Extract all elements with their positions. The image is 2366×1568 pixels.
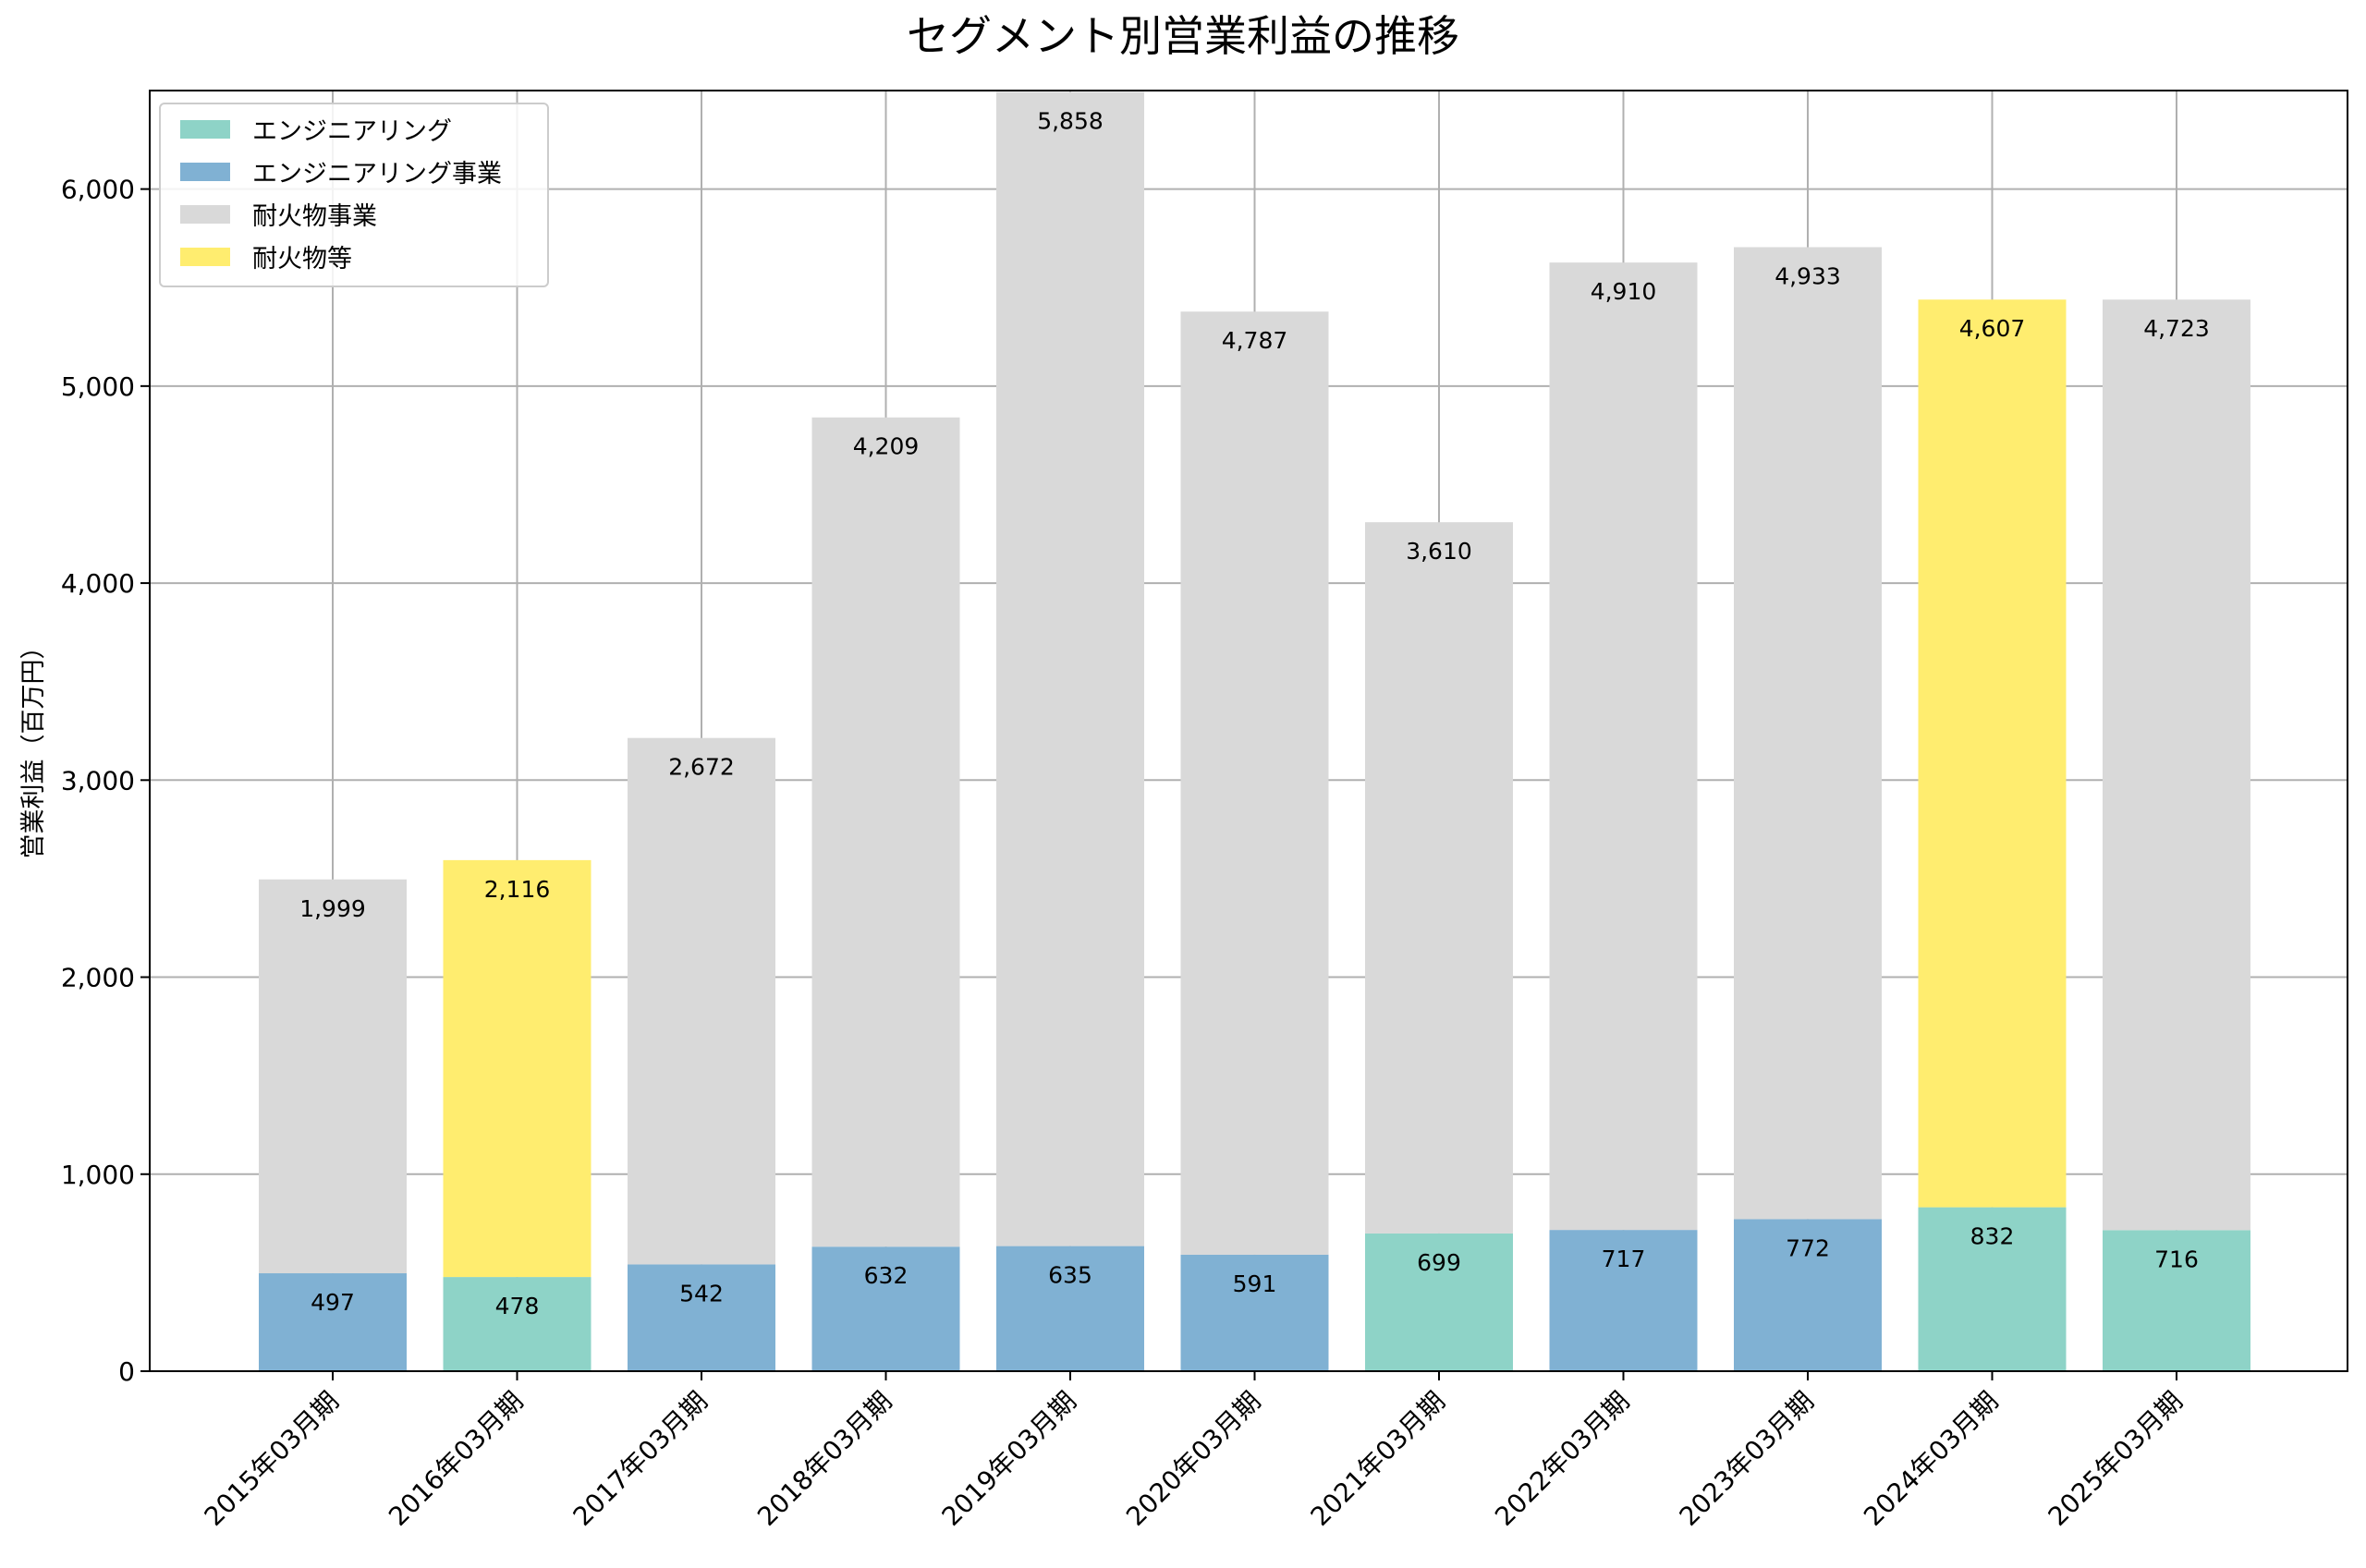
x-tick-label: 2018年03月期 <box>751 1386 897 1532</box>
data-label: 4,607 <box>1959 315 2026 342</box>
data-label: 2,672 <box>668 754 735 781</box>
data-label: 497 <box>311 1289 355 1316</box>
x-tick-label: 2021年03月期 <box>1305 1386 1451 1532</box>
bar-segment <box>259 879 407 1274</box>
legend-swatch <box>180 205 230 224</box>
x-axis-ticks: 2015年03月期 2016年03月期 2017年03月期 2018年03月期 2019… <box>199 1371 2189 1532</box>
y-tick-label: 1,000 <box>61 1160 135 1190</box>
data-label: 4,723 <box>2143 315 2210 342</box>
data-label: 478 <box>495 1293 540 1319</box>
bar-segment <box>259 1273 407 1371</box>
bar-segment <box>1180 311 1329 1255</box>
data-label: 4,933 <box>1774 263 1841 290</box>
x-tick-label: 2020年03月期 <box>1120 1386 1266 1532</box>
data-label: 772 <box>1786 1234 1830 1261</box>
data-label: 4,787 <box>1222 327 1288 354</box>
data-label: 2,116 <box>484 876 551 903</box>
data-label: 591 <box>1233 1270 1277 1297</box>
y-axis-ticks: 0 1,000 2,000 3,000 4,000 5,000 6,000 <box>61 175 150 1387</box>
data-label: 632 <box>864 1262 909 1289</box>
x-tick-label: 2024年03月期 <box>1858 1386 2004 1532</box>
bar-segment <box>1549 1230 1698 1371</box>
y-tick-label: 3,000 <box>61 765 135 796</box>
y-axis-label: 営業利益（百万円） <box>19 635 48 859</box>
x-tick-label: 2017年03月期 <box>567 1386 713 1532</box>
legend-swatch <box>180 120 230 139</box>
x-tick-label: 2025年03月期 <box>2043 1386 2189 1532</box>
bar-segment <box>1734 1219 1882 1371</box>
x-tick-label: 2023年03月期 <box>1674 1386 1820 1532</box>
data-label: 717 <box>1602 1246 1646 1272</box>
bar-segment <box>628 1264 775 1371</box>
bar-segment <box>1365 522 1513 1234</box>
plot-frame <box>149 90 2348 1372</box>
bar-segment <box>2103 1230 2250 1371</box>
data-labels: 497 1,999 478 2,116 542 2,672 632 4,209 635 5,858… <box>299 107 2210 1319</box>
data-label: 699 <box>1417 1249 1461 1276</box>
data-label: 635 <box>1048 1262 1092 1289</box>
bar-segment <box>811 417 960 1247</box>
x-tick-label: 2016年03月期 <box>383 1386 529 1532</box>
legend-label: エンジニアリング <box>252 117 452 146</box>
legend-label: 耐火物等 <box>252 245 352 273</box>
bar-segment <box>1180 1254 1329 1371</box>
bar-segment <box>811 1246 960 1371</box>
data-label: 716 <box>2154 1246 2199 1272</box>
x-tick-label: 2019年03月期 <box>936 1386 1082 1532</box>
x-tick-label: 2015年03月期 <box>199 1386 345 1532</box>
legend-label: 耐火物事業 <box>252 202 377 231</box>
data-label: 542 <box>679 1280 724 1307</box>
data-label: 4,910 <box>1591 278 1657 305</box>
bar-segment <box>996 91 1144 1246</box>
y-tick-label: 2,000 <box>61 963 135 993</box>
x-tick-label: 2022年03月期 <box>1489 1386 1635 1532</box>
legend-label: エンジニアリング事業 <box>252 160 502 188</box>
bar-segment <box>628 737 775 1265</box>
data-label: 5,858 <box>1037 107 1104 134</box>
y-tick-label: 4,000 <box>61 568 135 599</box>
bar-segment <box>1734 247 1882 1220</box>
legend-swatch <box>180 163 230 181</box>
bar-segment <box>443 1277 592 1371</box>
bar-segment <box>1918 299 2067 1208</box>
data-label: 4,209 <box>853 433 920 460</box>
bars <box>259 91 2250 1371</box>
data-label: 3,610 <box>1406 538 1472 565</box>
chart-title: セグメント別営業利益の推移 <box>907 11 1459 61</box>
legend-swatch <box>180 248 230 266</box>
bar-segment <box>1918 1207 2067 1371</box>
legend-box <box>159 103 549 287</box>
bar-segment <box>1549 262 1698 1231</box>
y-tick-label: 5,000 <box>61 371 135 402</box>
bar-segment <box>2103 299 2250 1231</box>
y-tick-label: 6,000 <box>61 175 135 205</box>
data-label: 1,999 <box>299 895 366 922</box>
y-tick-label: 0 <box>118 1356 135 1387</box>
bar-segment <box>996 1246 1144 1371</box>
data-label: 832 <box>1970 1223 2015 1250</box>
bar-segment <box>443 859 592 1278</box>
bar-segment <box>1365 1233 1513 1371</box>
